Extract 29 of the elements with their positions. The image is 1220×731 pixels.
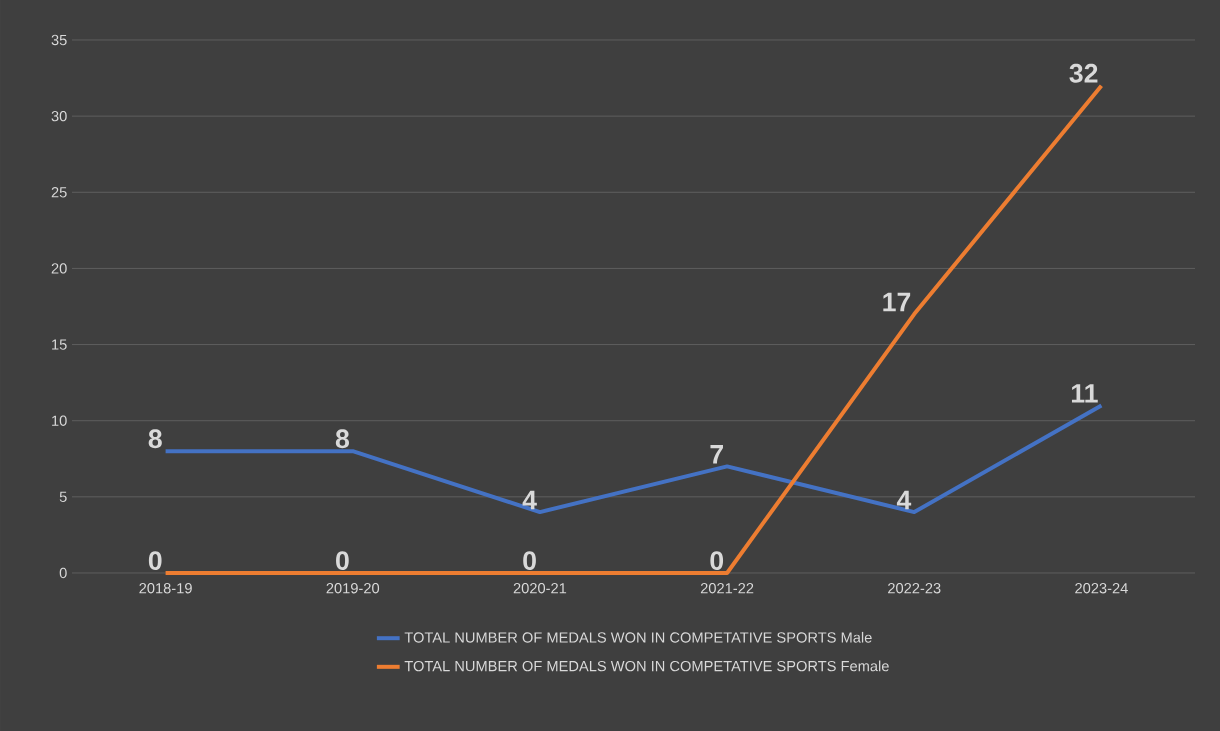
y-tick-label: 35 xyxy=(51,34,67,46)
data-label: 8 xyxy=(335,429,350,449)
legend-label: TOTAL NUMBER OF MEDALS WON IN COMPETATIVE SPORTS Female xyxy=(404,660,889,672)
x-tick-label: 2020-21 xyxy=(513,583,567,594)
data-label: 17 xyxy=(883,292,911,312)
data-label: 4 xyxy=(896,490,912,510)
line-series xyxy=(163,403,1104,515)
y-tick-label: 15 xyxy=(52,339,67,350)
y-tick-label: 20 xyxy=(51,263,67,274)
data-label: 4 xyxy=(522,490,537,510)
data-label: 8 xyxy=(148,429,162,449)
x-tick-label: 2023-24 xyxy=(1075,583,1128,594)
y-tick-label: 10 xyxy=(52,415,67,426)
x-tick-label: 2018-19 xyxy=(139,583,192,594)
y-tick-label: 0 xyxy=(59,567,67,579)
y-tick-label: 25 xyxy=(51,187,67,198)
x-tick-label: 2021-22 xyxy=(700,583,754,594)
y-tick-label: 30 xyxy=(51,110,67,122)
x-tick-label: 2019-20 xyxy=(326,583,380,594)
data-label: 32 xyxy=(1069,63,1098,83)
data-label: 7 xyxy=(710,445,723,464)
legend-label: TOTAL NUMBER OF MEDALS WON IN COMPETATIVE SPORTS Male xyxy=(404,631,872,643)
data-label: 11 xyxy=(1071,384,1098,403)
data-label: 0 xyxy=(710,551,724,571)
data-label: 0 xyxy=(523,551,536,571)
data-label: 0 xyxy=(148,551,162,571)
y-tick-label: 5 xyxy=(59,491,67,502)
x-tick-label: 2022-23 xyxy=(888,583,941,594)
data-label: 0 xyxy=(336,551,349,571)
